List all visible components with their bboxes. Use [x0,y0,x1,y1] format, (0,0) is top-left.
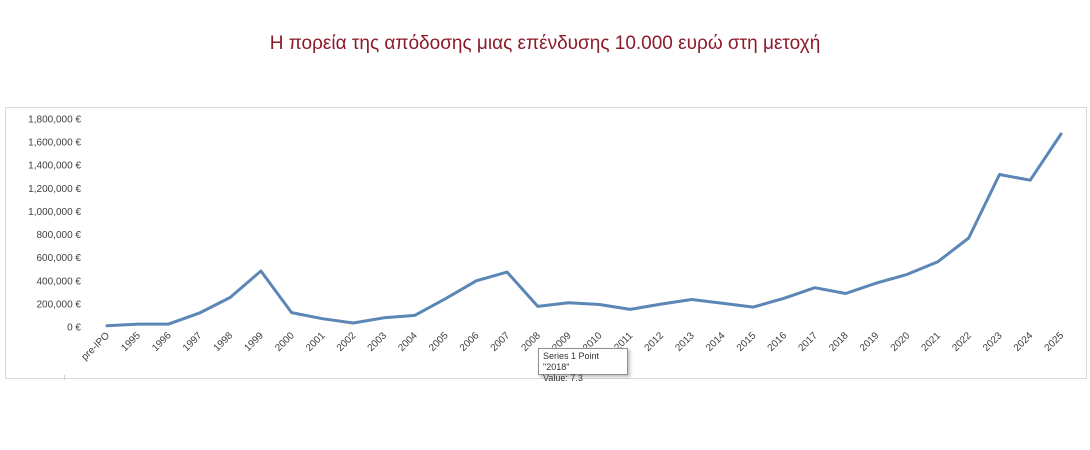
chart-area: 0 € 200,000 € 400,000 € 600,000 € 800,000 € 1… [5,107,1087,379]
x-tick-label: 1998 [212,330,236,354]
x-tick-label: 2019 [858,330,882,354]
data-point[interactable] [412,312,418,318]
x-tick-label: 2016 [766,330,790,354]
data-point[interactable] [566,300,572,306]
x-tick-label: 2017 [796,330,820,354]
data-point[interactable] [443,296,449,302]
x-tick-label: 2002 [335,330,359,354]
data-point[interactable] [473,278,479,284]
data-point[interactable] [935,259,941,265]
x-tick-label: 1996 [150,330,174,354]
data-point[interactable] [750,304,756,310]
x-tick-label: 2013 [673,330,697,354]
data-point[interactable] [1058,131,1064,137]
x-tick-label: 2012 [643,330,667,354]
x-tick-label: 2023 [981,330,1005,354]
data-point[interactable] [258,268,264,274]
series-group [104,131,1064,329]
y-tick-label: 800,000 € [37,230,82,241]
x-tick-label: 2004 [396,330,420,354]
x-tick-label: 1997 [181,330,205,354]
data-point[interactable] [996,171,1002,177]
x-tick-label: 2007 [489,330,513,354]
y-tick-label: 1,800,000 € [28,115,81,126]
x-tick-label: 2001 [304,330,328,354]
y-axis: 0 € 200,000 € 400,000 € 600,000 € 800,000 € 1… [28,115,81,334]
data-point[interactable] [812,285,818,291]
frame-marker [64,375,65,380]
data-point[interactable] [596,301,602,307]
data-point[interactable] [289,310,295,316]
x-tick-label: 2014 [704,330,728,354]
y-tick-label: 0 € [67,323,81,334]
data-point[interactable] [535,303,541,309]
data-point-tooltip: Series 1 Point "2018" Value: 7.3 [538,348,628,383]
x-tick-label: pre-IPO [80,330,113,363]
x-tick-label: 2015 [735,330,759,354]
x-tick-label: 2022 [950,330,974,354]
y-tick-label: 600,000 € [37,253,82,264]
data-point[interactable] [166,321,172,327]
x-tick-label: 1995 [119,330,143,354]
series-line [105,132,1063,328]
y-tick-label: 200,000 € [37,299,82,310]
data-point[interactable] [319,316,325,322]
data-point[interactable] [658,301,664,307]
data-point[interactable] [966,235,972,241]
tooltip-value: Value: 7.3 [543,373,583,383]
data-point[interactable] [1027,177,1033,183]
data-point[interactable] [381,315,387,321]
data-point[interactable] [227,295,233,301]
y-tick-label: 400,000 € [37,276,82,287]
data-point[interactable] [843,290,849,296]
data-point[interactable] [196,310,202,316]
x-tick-label: 1999 [242,330,266,354]
y-tick-label: 1,400,000 € [28,161,81,172]
data-point[interactable] [719,300,725,306]
data-point[interactable] [627,306,633,312]
x-tick-label: 2006 [458,330,482,354]
x-tick-label: 2018 [827,330,851,354]
x-tick-label: 2020 [889,330,913,354]
line-chart: 0 € 200,000 € 400,000 € 600,000 € 800,000 € 1… [28,115,1067,363]
x-tick-label: 2021 [920,330,944,354]
data-point[interactable] [781,295,787,301]
data-point[interactable] [873,280,879,286]
x-tick-label: 2005 [427,330,451,354]
y-tick-label: 1,600,000 € [28,138,81,149]
data-point[interactable] [135,321,141,327]
data-point[interactable] [904,271,910,277]
x-tick-label: 2024 [1012,330,1036,354]
chart-title: Η πορεία της απόδοσης μιας επένδυσης 10.… [269,33,821,54]
x-tick-label: 2003 [366,330,390,354]
data-point[interactable] [350,320,356,326]
x-tick-label: 2000 [273,330,297,354]
data-point[interactable] [104,323,110,329]
y-tick-label: 1,200,000 € [28,184,81,195]
x-tick-label: 2025 [1043,330,1067,354]
y-tick-label: 1,000,000 € [28,207,81,218]
data-point[interactable] [689,296,695,302]
data-point[interactable] [504,269,510,275]
tooltip-series-point: Series 1 Point "2018" [543,351,600,372]
